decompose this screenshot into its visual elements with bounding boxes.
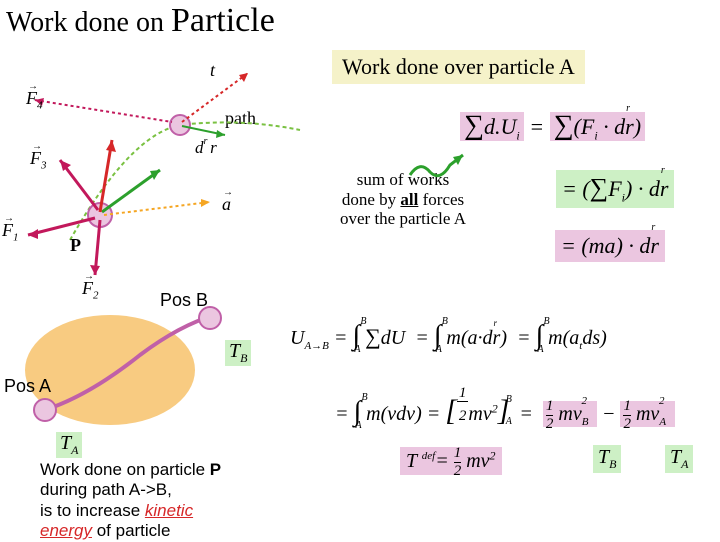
label-a: →a: [222, 194, 231, 215]
bottom-text: Work done on particle P during path A->B…: [40, 460, 221, 542]
label-posA: Pos A: [4, 376, 51, 397]
label-TA: TA: [56, 432, 82, 458]
force-diagram: [0, 40, 340, 290]
eq3: = (ma) · drr: [555, 230, 665, 262]
label-TA-bottom: TA: [665, 445, 693, 473]
eq1-rhs: ∑(Fi · drr): [550, 112, 645, 141]
path-ab-diagram: [10, 300, 270, 440]
eq1: ∑d.Ui = ∑(Fi · drr): [460, 110, 645, 143]
label-F2: →F2: [82, 278, 99, 302]
subtitle-text: Work done over particle A: [342, 54, 575, 79]
sow-l3: over the particle A: [340, 209, 466, 229]
eq1-lhs: ∑d.Ui: [460, 112, 524, 141]
title-emph: Particle: [171, 2, 275, 39]
label-dr: drrr: [195, 138, 217, 158]
page-title: Work done on Particle: [6, 2, 275, 40]
label-TB-bottom: TB: [593, 445, 621, 473]
label-posB: Pos B: [160, 290, 208, 311]
label-TB: TB: [225, 340, 251, 366]
eq6: T def= 12 mv2: [400, 445, 502, 480]
eq4: UA→B = ∫BA ∑dU = ∫BA m(a·drr) = ∫BA m(at…: [290, 320, 607, 352]
subtitle-box: Work done over particle A: [332, 50, 585, 84]
squiggle-arrow-icon: [405, 150, 475, 185]
label-P: P: [70, 235, 81, 256]
label-F4: →F4: [26, 88, 43, 112]
title-text: Work done on: [6, 7, 171, 38]
label-F3: →F3: [30, 148, 47, 172]
eq2: = (∑Fi) · drr: [556, 170, 674, 208]
label-F1: →F1: [2, 220, 19, 244]
sow-l2: done by all forces: [340, 190, 466, 210]
eq5: = ∫BA m(vdv) = [12mv2]BA = 12 mvB2 − 12 …: [335, 380, 675, 433]
